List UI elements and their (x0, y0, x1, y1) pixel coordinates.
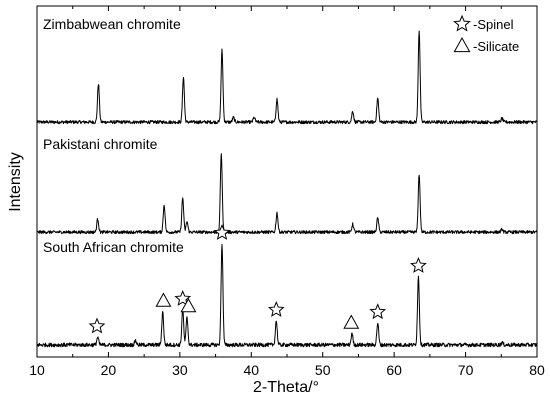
silicate-triangle-icon (180, 297, 197, 313)
series-label: Zimbabwean chromite (43, 16, 181, 32)
x-tick-label: 50 (315, 362, 331, 378)
plot-border (36, 5, 538, 358)
legend-label: -Spinel (473, 17, 514, 32)
x-tick-label: 40 (243, 362, 259, 378)
x-axis-ticks: 10 20 30 40 50 60 70 80 (29, 6, 545, 378)
panel-labels: Zimbabwean chromite Pakistani chromite Sou… (43, 16, 184, 255)
x-tick-label: 20 (101, 362, 117, 378)
silicate-triangle-icon (343, 314, 360, 329)
series-line (36, 153, 538, 235)
spinel-star-icon (369, 303, 387, 320)
spinel-star-icon (88, 317, 106, 334)
spinel-star-icon (267, 300, 285, 317)
legend-label: -Silicate (473, 39, 519, 54)
silicate-triangle-icon (155, 292, 172, 307)
x-tick-label: 80 (529, 362, 545, 378)
x-tick-label: 60 (386, 362, 402, 378)
legend-star-icon (453, 14, 471, 32)
peak-markers (88, 223, 427, 334)
traces (36, 30, 538, 348)
x-axis-title: 2-Theta/° (253, 379, 319, 396)
spinel-star-icon (213, 223, 231, 240)
series-line (36, 243, 538, 348)
series-line (36, 30, 538, 125)
series-label: South African chromite (43, 239, 184, 255)
x-tick-label: 30 (172, 362, 188, 378)
x-tick-label: 10 (29, 362, 45, 378)
x-tick-label: 70 (458, 362, 474, 378)
spinel-star-icon (174, 289, 192, 306)
legend-triangle-icon (453, 36, 471, 53)
spinel-star-icon (410, 256, 427, 273)
series-label: Pakistani chromite (43, 136, 158, 152)
legend: -Spinel -Silicate (453, 14, 519, 54)
plot-frame (36, 5, 538, 358)
y-axis-title: Intensity (7, 152, 24, 212)
